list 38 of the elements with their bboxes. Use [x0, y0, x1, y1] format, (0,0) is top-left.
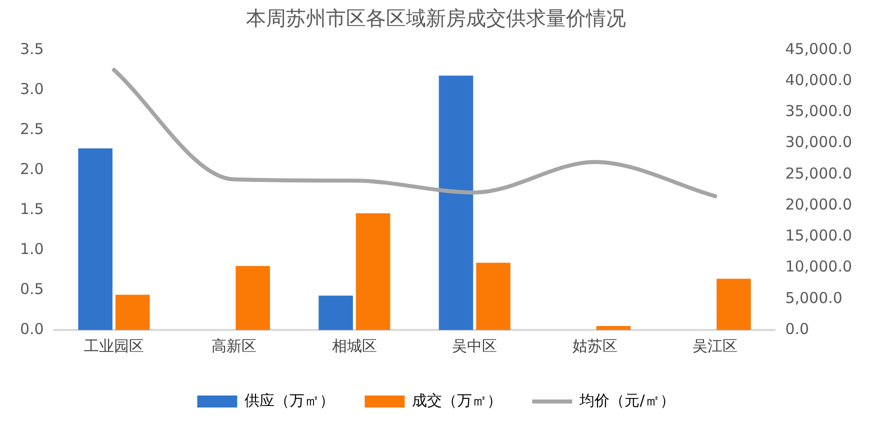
- y-tick-label: 3.5: [20, 40, 44, 58]
- bar: [236, 266, 270, 330]
- y2-tick-label: 10,000.0: [785, 258, 852, 276]
- y2-tick-label: 25,000.0: [785, 164, 852, 182]
- y-tick-label: 2.5: [20, 120, 44, 138]
- bar: [596, 326, 631, 330]
- bar: [438, 76, 474, 330]
- y-tick-label: 0.0: [20, 320, 44, 338]
- bar: [115, 294, 150, 330]
- y2-tick-label: 20,000.0: [785, 195, 852, 214]
- y2-tick-label: 30,000.0: [785, 133, 852, 152]
- legend-label: 均价（元/㎡）: [578, 391, 675, 410]
- x-tick-label: 姑苏区: [572, 336, 618, 355]
- legend-label: 成交（万㎡）: [412, 391, 502, 410]
- y2-tick-label: 15,000.0: [785, 226, 852, 245]
- y2-tick-label: 5,000.0: [785, 288, 842, 307]
- x-tick-label: 吴江区: [692, 336, 738, 355]
- legend-label: 供应（万㎡）: [244, 391, 335, 410]
- line-series: [112, 68, 718, 198]
- y-tick-label: 0.5: [20, 280, 44, 298]
- y2-tick-label: 0.0: [785, 320, 810, 338]
- x-tick-label: 工业园区: [84, 336, 144, 355]
- bar: [356, 213, 390, 330]
- bar: [716, 278, 751, 330]
- y-tick-label: 1.0: [20, 240, 44, 258]
- chart-title: 本周苏州市区各区域新房成交供求量价情况: [246, 6, 626, 30]
- x-tick-label: 高新区: [212, 336, 257, 355]
- bar: [476, 262, 510, 330]
- y-tick-label: 1.5: [20, 200, 44, 218]
- y2-tick-label: 40,000.0: [785, 71, 852, 89]
- bar: [78, 148, 112, 330]
- bar: [318, 296, 353, 330]
- x-tick-label: 相城区: [332, 336, 377, 355]
- y-tick-label: 3.0: [20, 80, 44, 98]
- y-tick-label: 2.0: [20, 160, 44, 178]
- x-tick-label: 吴中区: [452, 336, 498, 355]
- y2-tick-label: 35,000.0: [785, 102, 852, 120]
- y2-tick-label: 45,000.0: [785, 40, 852, 58]
